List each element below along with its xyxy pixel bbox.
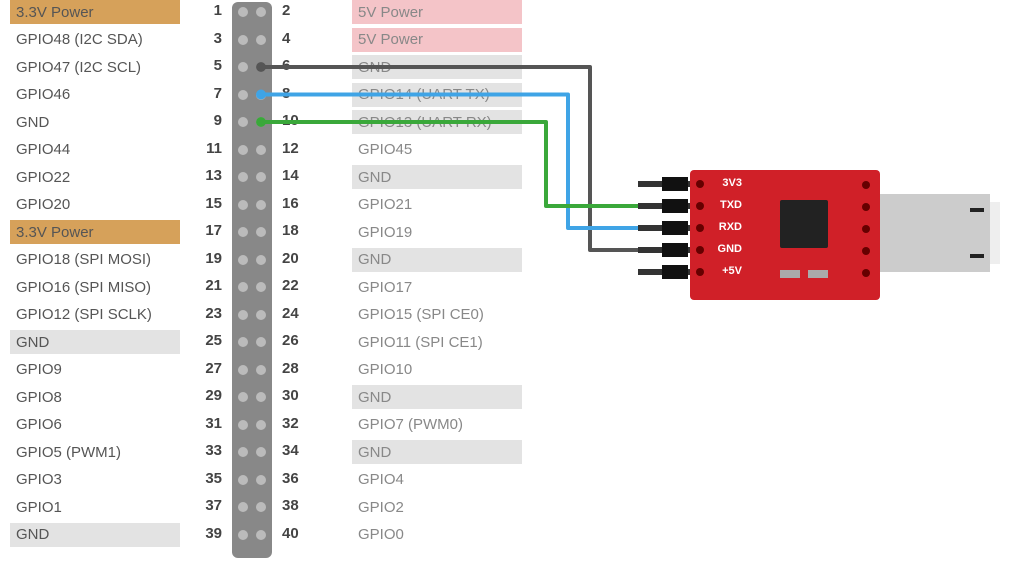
adapter-pin-header [662, 265, 688, 279]
adapter-pin-header [662, 199, 688, 213]
adapter-pin-header [662, 243, 688, 257]
usb-notch-1 [970, 208, 984, 212]
adapter-pin-label: GND [708, 243, 742, 255]
gpio-uart-wiring-diagram: { "layout": { "row_start_y": 12, "row_pi… [0, 0, 1024, 578]
adapter-pin-header [662, 177, 688, 191]
adapter-pin-label: RXD [708, 221, 742, 233]
adapter-hole-right [862, 203, 870, 211]
wire-tx-origin [256, 90, 266, 100]
adapter-pin-label: 3V3 [708, 177, 742, 189]
wire-rx-origin [256, 117, 266, 127]
wire-gnd-origin [256, 62, 266, 72]
usb-plug [880, 194, 990, 272]
adapter-pin-label: TXD [708, 199, 742, 211]
adapter-pin-hole [696, 180, 704, 188]
adapter-hole-right [862, 269, 870, 277]
adapter-pin-hole [696, 268, 704, 276]
adapter-pin-hole [696, 224, 704, 232]
adapter-pin-label: +5V [708, 265, 742, 277]
adapter-led-2 [808, 270, 828, 278]
adapter-pin-hole [696, 202, 704, 210]
adapter-hole-right [862, 181, 870, 189]
adapter-chip [780, 200, 828, 248]
usb-plug-inner [990, 202, 1000, 264]
wire-rx [261, 122, 638, 206]
usb-notch-2 [970, 254, 984, 258]
adapter-hole-right [862, 225, 870, 233]
adapter-hole-right [862, 247, 870, 255]
adapter-pin-hole [696, 246, 704, 254]
adapter-pin-header [662, 221, 688, 235]
adapter-led-1 [780, 270, 800, 278]
